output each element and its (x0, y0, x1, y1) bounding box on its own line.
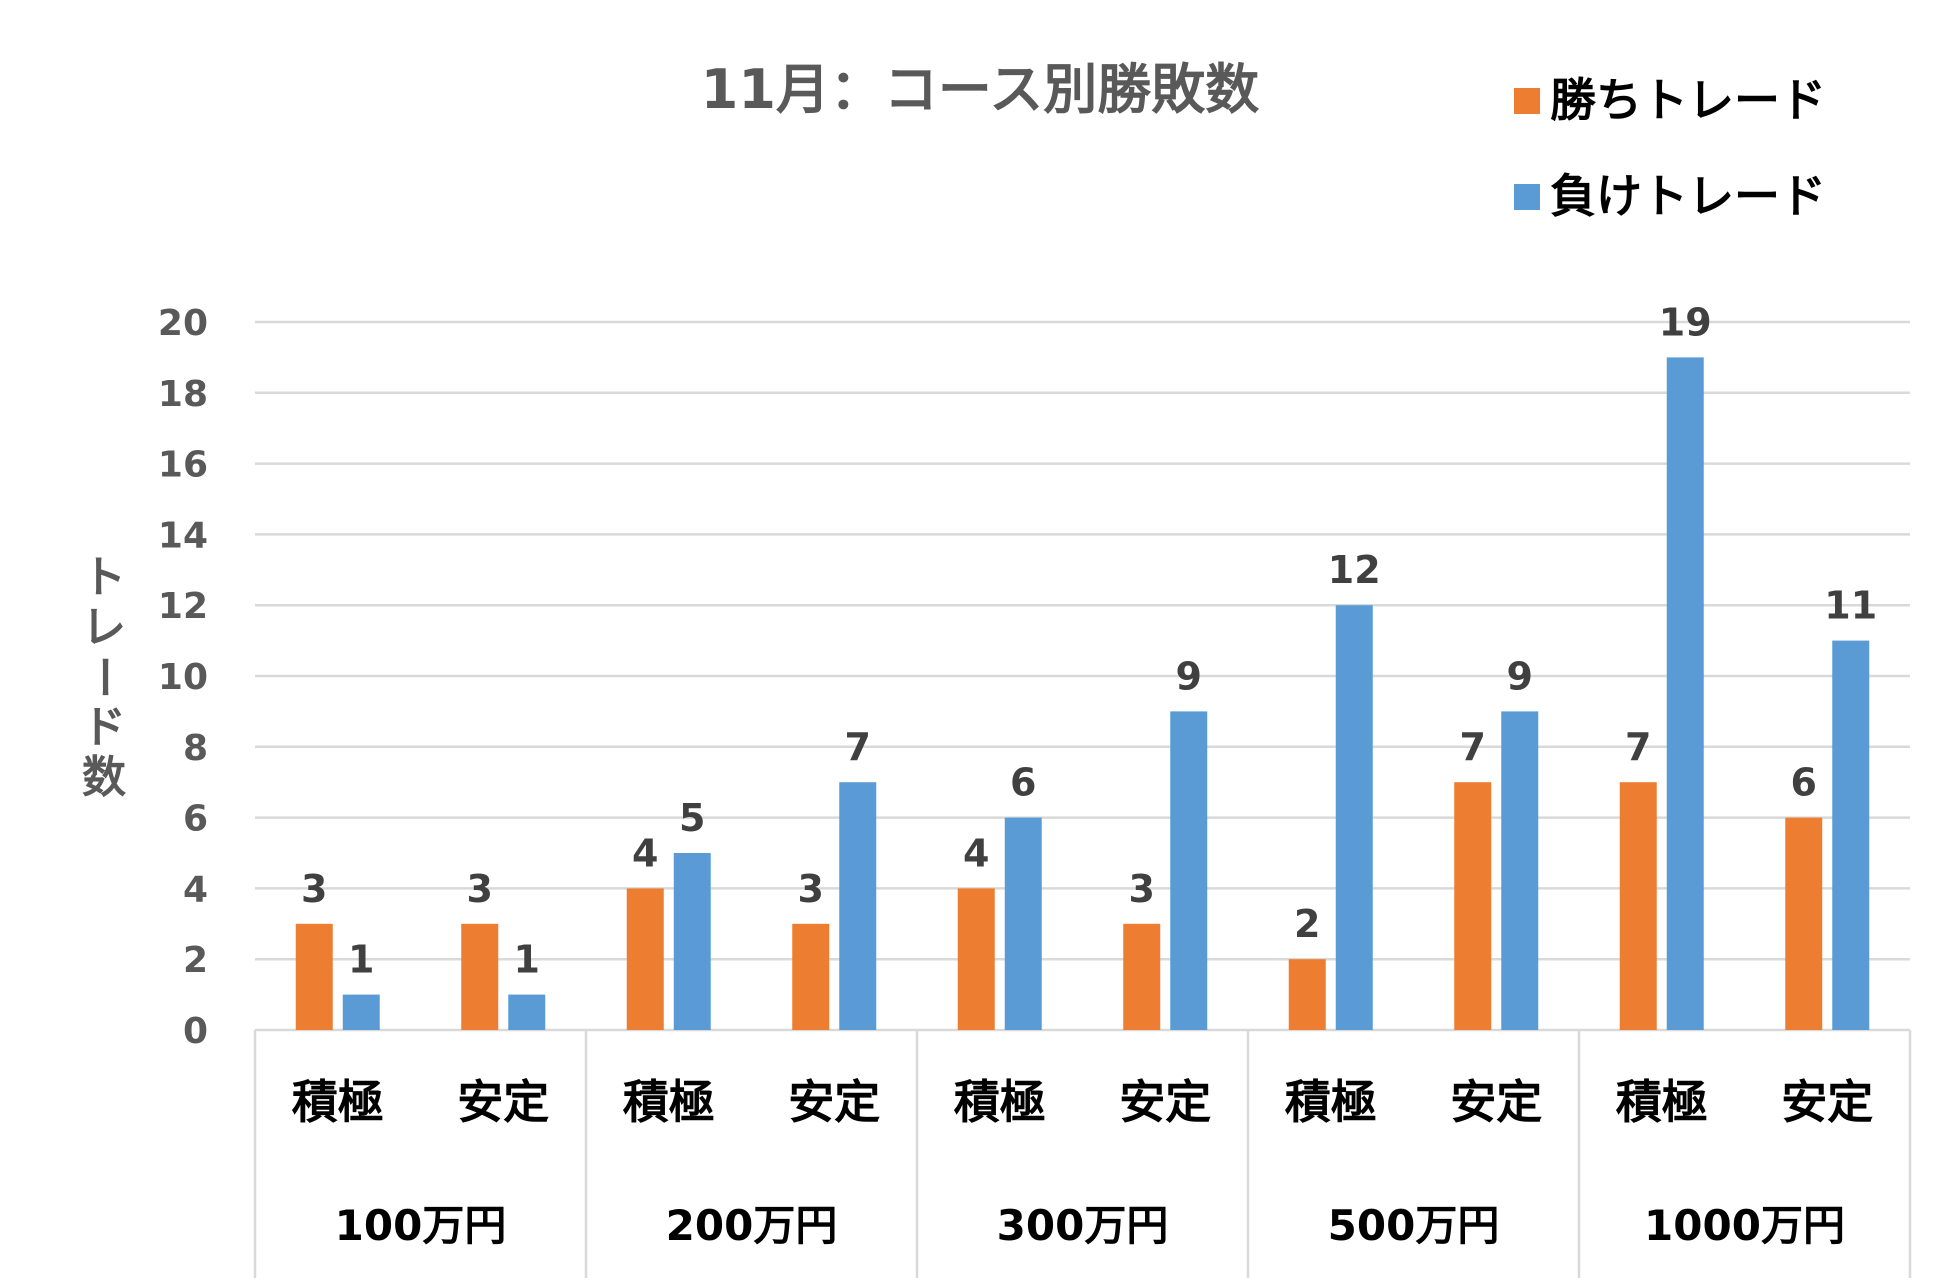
data-label-loss: 9 (1176, 654, 1202, 698)
bars (295, 357, 1870, 1030)
y-tick-label: 14 (158, 515, 208, 556)
bar-loss (1666, 357, 1704, 1030)
data-label-win: 7 (1460, 725, 1486, 769)
data-label-win: 3 (467, 867, 493, 911)
x-category-label: 積極 (623, 1075, 715, 1129)
x-category-label: 積極 (292, 1075, 384, 1129)
data-label-win: 3 (301, 867, 327, 911)
x-category-label: 積極 (954, 1075, 1046, 1129)
data-label-loss: 19 (1659, 300, 1712, 344)
y-axis-ticks: 0 2 4 6 8 10 12 14 16 18 20 (158, 303, 208, 1052)
gridlines (255, 320, 1910, 1032)
bar-win (461, 923, 499, 1030)
data-label-loss: 9 (1507, 654, 1533, 698)
y-axis-title-char: ー (78, 655, 129, 699)
y-tick-label: 2 (183, 940, 208, 981)
bar-win (792, 923, 830, 1030)
bar-loss (673, 853, 711, 1030)
bar-loss (1832, 640, 1870, 1030)
legend-label-loss: 負けトレード (1550, 169, 1826, 223)
x-group-label: 300万円 (997, 1201, 1169, 1250)
y-tick-label: 0 (183, 1011, 208, 1052)
data-label-loss: 5 (679, 796, 705, 840)
y-axis-title-char: ト (82, 552, 126, 603)
bar-win (626, 888, 664, 1030)
data-label-win: 7 (1625, 725, 1651, 769)
bar-loss (508, 994, 546, 1030)
x-group-label: 500万円 (1328, 1201, 1500, 1250)
bar-loss (342, 994, 380, 1030)
data-label-loss: 6 (1010, 761, 1036, 805)
y-tick-label: 18 (158, 374, 208, 415)
x-category-label: 安定 (1119, 1075, 1211, 1129)
x-category-label: 安定 (788, 1075, 880, 1129)
x-group-label: 1000万円 (1644, 1201, 1845, 1250)
x-category-label: 安定 (1450, 1075, 1542, 1129)
bar-loss (1170, 711, 1208, 1030)
y-axis-title-char: 数 (82, 752, 126, 803)
bar-loss (1004, 817, 1042, 1030)
y-tick-label: 16 (158, 445, 208, 486)
bar-loss (1501, 711, 1539, 1030)
x-category-label: 積極 (1285, 1075, 1377, 1129)
bar-win (1619, 782, 1657, 1030)
data-label-win: 6 (1791, 761, 1817, 805)
legend-label-win: 勝ちトレード (1550, 73, 1826, 127)
x-axis: 積極 安定 積極 安定 積極 安定 積極 安定 積極 安定 100万円 200万円 300万円 500万円… (253, 1030, 1912, 1278)
data-label-win: 4 (632, 831, 658, 875)
y-tick-label: 6 (183, 799, 208, 840)
bar-loss (839, 782, 877, 1030)
data-label-win: 2 (1294, 902, 1320, 946)
x-group-label: 200万円 (666, 1201, 838, 1250)
chart-title: 11月：コース別勝敗数 (701, 58, 1259, 121)
legend-swatch-loss (1514, 184, 1540, 210)
y-tick-label: 20 (158, 303, 208, 344)
x-group-label: 100万円 (335, 1201, 507, 1250)
data-label-win: 4 (963, 831, 989, 875)
data-label-win: 3 (798, 867, 824, 911)
data-label-win: 3 (1129, 867, 1155, 911)
bar-win (1288, 959, 1326, 1030)
y-tick-label: 12 (158, 586, 208, 627)
data-label-loss: 1 (348, 938, 374, 982)
bar-win (1454, 782, 1492, 1030)
x-category-label: 積極 (1616, 1075, 1708, 1129)
bar-win (1123, 923, 1161, 1030)
y-tick-label: 8 (183, 728, 208, 769)
x-category-label: 安定 (457, 1075, 549, 1129)
data-label-loss: 7 (845, 725, 871, 769)
legend-swatch-win (1514, 88, 1540, 114)
y-axis-title-char: レ (82, 602, 126, 653)
data-label-loss: 11 (1824, 584, 1877, 628)
bar-win (295, 923, 333, 1030)
data-label-loss: 1 (514, 938, 540, 982)
bar-loss (1335, 605, 1373, 1030)
y-tick-label: 4 (183, 869, 208, 910)
x-category-label: 安定 (1781, 1075, 1873, 1129)
y-axis-title-char: ド (82, 702, 126, 753)
data-label-loss: 12 (1328, 548, 1381, 592)
bar-win (957, 888, 995, 1030)
y-tick-label: 10 (158, 657, 208, 698)
bar-win (1785, 817, 1823, 1030)
